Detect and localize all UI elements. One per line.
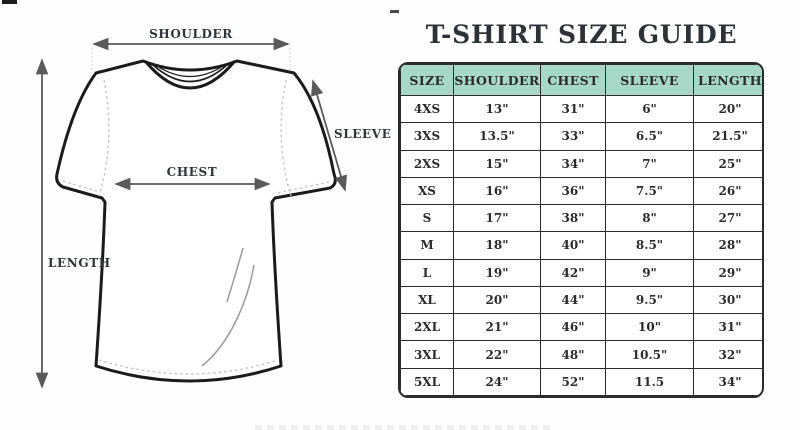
size-table: SIZE SHOULDER CHEST SLEEVE LENGTH 4XS 13… [398,62,764,398]
cell-length: 28" [693,231,762,260]
cell-shoulder: 22" [453,340,541,369]
cell-size: 3XL [400,340,454,369]
cell-sleeve: 7.5" [605,176,694,206]
cell-chest: 48" [540,340,606,369]
cell-length: 29" [693,258,762,287]
cell-sleeve: 10" [605,313,694,342]
cell-size: 5XL [400,367,454,396]
cell-length: 32" [693,340,762,369]
table-row: 2XL 21" 46" 10" 31" [400,313,762,342]
seam-stitches [62,79,330,375]
cell-length: 25" [693,149,762,178]
cell-sleeve: 6.5" [605,122,694,151]
cropped-text-remnant [255,425,555,430]
cell-length: 30" [693,285,762,315]
table-row: 3XL 22" 48" 10.5" 32" [400,340,762,369]
table-row: 3XS 13.5" 33" 6.5" 21.5" [400,122,762,151]
tshirt-diagram: SHOULDER CHEST SLEEVE LENGTH [35,27,391,389]
cell-chest: 34" [540,149,606,178]
cell-size: S [400,204,454,233]
cell-chest: 52" [540,367,606,396]
cell-chest: 40" [540,231,606,260]
cell-size: 3XS [400,122,454,151]
sleeve-label: SLEEVE [334,127,391,141]
table-row: S 17" 38" 8" 27" [400,204,762,233]
cell-size: XL [400,285,454,315]
table-row: M 18" 40" 8.5" 28" [400,231,762,260]
measurement-arrows [35,37,347,389]
cell-shoulder: 19" [453,258,541,287]
cell-length: 31" [693,313,762,342]
col-header-length: LENGTH [693,64,762,96]
chest-label: CHEST [167,165,218,179]
col-header-sleeve: SLEEVE [605,64,694,96]
col-header-size: SIZE [400,64,454,96]
cell-sleeve: 6" [605,94,694,124]
cell-shoulder: 17" [453,204,541,233]
table-header-row: SIZE SHOULDER CHEST SLEEVE LENGTH [400,64,762,96]
page-title: T-SHIRT SIZE GUIDE [425,20,738,49]
cell-shoulder: 15" [453,149,541,178]
table-row: 4XS 13" 31" 6" 20" [400,94,762,124]
shoulder-label: SHOULDER [149,27,233,41]
cell-size: 2XS [400,149,454,178]
cell-shoulder: 18" [453,231,541,260]
length-label: LENGTH [48,256,111,270]
cell-size: L [400,258,454,287]
cell-shoulder: 21" [453,313,541,342]
table-row: XL 20" 44" 9.5" 30" [400,285,762,315]
stray-mark [390,10,399,13]
tshirt-outline [55,59,337,383]
cell-shoulder: 24" [453,367,541,396]
cell-size: 4XS [400,94,454,124]
cell-shoulder: 13.5" [453,122,541,151]
corner-mark [2,0,17,4]
cell-chest: 36" [540,176,606,206]
cell-sleeve: 9.5" [605,285,694,315]
cell-length: 27" [693,204,762,233]
cell-chest: 44" [540,285,606,315]
table-row: 5XL 24" 52" 11.5 34" [400,367,762,396]
cell-chest: 46" [540,313,606,342]
cell-length: 20" [693,94,762,124]
fold-lines [201,247,255,367]
cell-sleeve: 8.5" [605,231,694,260]
cell-sleeve: 7" [605,149,694,178]
tshirt-drawing: SHOULDER CHEST SLEEVE LENGTH [35,27,391,389]
cell-sleeve: 11.5 [605,367,694,396]
cell-size: XS [400,176,454,206]
cell-shoulder: 20" [453,285,541,315]
cell-length: 26" [693,176,762,206]
cell-chest: 42" [540,258,606,287]
cell-sleeve: 8" [605,204,694,233]
table-row: 2XS 15" 34" 7" 25" [400,149,762,178]
cell-length: 21.5" [693,122,762,151]
cell-sleeve: 9" [605,258,694,287]
cell-shoulder: 13" [453,94,541,124]
cell-chest: 31" [540,94,606,124]
table-row: XS 16" 36" 7.5" 26" [400,176,762,206]
table-row: L 19" 42" 9" 29" [400,258,762,287]
cell-shoulder: 16" [453,176,541,206]
cell-size: 2XL [400,313,454,342]
cell-length: 34" [693,367,762,396]
col-header-chest: CHEST [540,64,606,96]
cell-size: M [400,231,454,260]
cell-sleeve: 10.5" [605,340,694,369]
sleeve-arrow [311,79,347,192]
cell-chest: 33" [540,122,606,151]
cell-chest: 38" [540,204,606,233]
col-header-shoulder: SHOULDER [453,64,541,96]
